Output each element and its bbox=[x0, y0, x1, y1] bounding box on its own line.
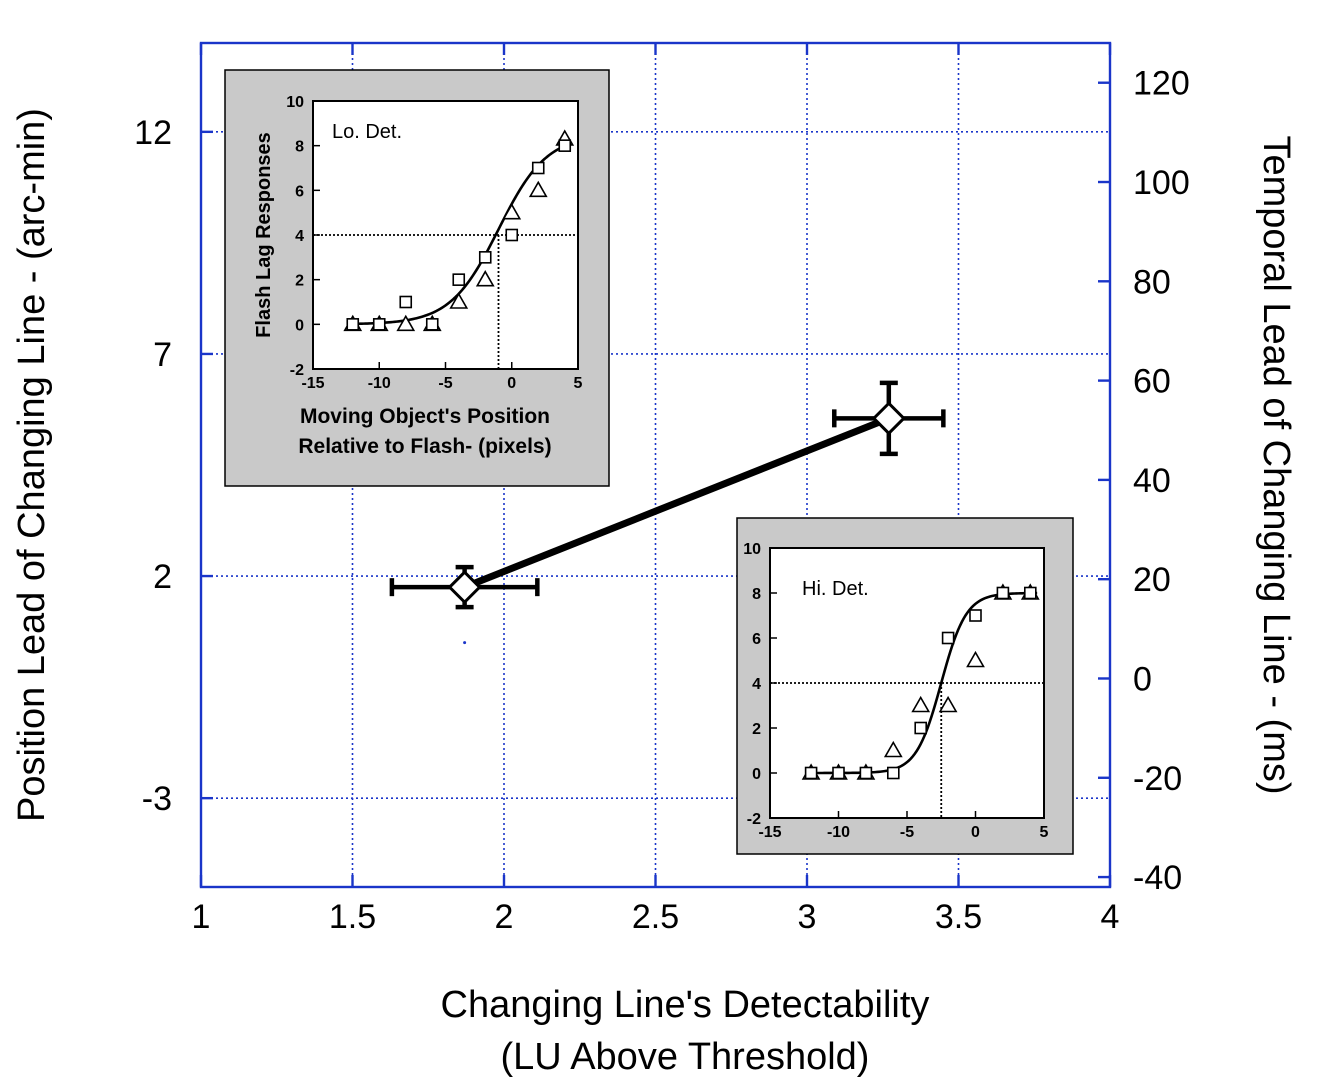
square-marker bbox=[969, 609, 982, 622]
triangle-marker bbox=[449, 292, 469, 309]
inset-x-tick-label: 5 bbox=[1040, 824, 1049, 841]
triangle-marker bbox=[966, 650, 985, 668]
axis-ticks bbox=[199, 43, 1112, 887]
inset-hi-det: -15 -10 -5 0 5 10 8 6 4 2 0 -2 Hi. Det. bbox=[736, 517, 1074, 855]
x-axis-title-line-2: (LU Above Threshold) bbox=[501, 1036, 870, 1078]
square-marker bbox=[531, 161, 545, 175]
inset-y-tick-label: 8 bbox=[295, 139, 304, 156]
triangle-marker bbox=[911, 695, 931, 713]
inset-x-tick-label: -15 bbox=[301, 375, 324, 392]
triangle-marker bbox=[883, 740, 903, 758]
inset-y-tick-label: 2 bbox=[752, 721, 761, 738]
inset-x-tick-label: 0 bbox=[971, 824, 980, 841]
inset-x-tick-label: 5 bbox=[574, 375, 583, 392]
x-tick-label: 3.5 bbox=[935, 898, 982, 936]
square-marker bbox=[399, 295, 413, 309]
y2-tick-label: 120 bbox=[1133, 65, 1190, 103]
inset-x-tick-label: -10 bbox=[827, 824, 850, 841]
square-marker bbox=[505, 228, 519, 242]
triangle-marker bbox=[938, 695, 958, 713]
triangle-marker bbox=[396, 314, 416, 332]
square-marker bbox=[346, 318, 360, 331]
y2-tick-label: 80 bbox=[1133, 263, 1171, 301]
inset-x-axis-title-line: Moving Object's Position bbox=[300, 405, 550, 428]
inset-y-tick-label: 10 bbox=[286, 94, 304, 111]
x-tick-label: 1.5 bbox=[329, 898, 376, 936]
square-marker bbox=[452, 273, 466, 286]
y2-tick-label: 20 bbox=[1133, 561, 1171, 599]
y2-tick-label: 40 bbox=[1133, 462, 1171, 500]
connecting-line bbox=[463, 415, 891, 591]
inset-x-tick-label: -5 bbox=[900, 824, 914, 841]
square-marker bbox=[372, 318, 386, 331]
x-axis-title-line-1: Changing Line's Detectability bbox=[441, 984, 930, 1026]
main-series bbox=[389, 380, 946, 645]
y2-axis-title: Temporal Lead of Changing Line - (ms) bbox=[1255, 135, 1297, 794]
inset-y-tick-label: 10 bbox=[743, 541, 761, 558]
square-marker bbox=[859, 766, 873, 780]
y2-tick-label: 60 bbox=[1133, 363, 1171, 401]
inset-x-tick-label: 0 bbox=[507, 375, 516, 392]
square-marker bbox=[1024, 586, 1037, 600]
inset-y-tick-label: 6 bbox=[295, 183, 304, 200]
triangle-marker bbox=[528, 180, 548, 198]
y2-tick-label: -40 bbox=[1133, 859, 1182, 897]
y2-tick-label: 0 bbox=[1133, 660, 1152, 698]
inset-y-tick-label: -2 bbox=[290, 362, 304, 379]
x-tick-label: 2.5 bbox=[632, 898, 679, 936]
inset-y-tick-label: 2 bbox=[295, 273, 304, 290]
inset-annotation: Hi. Det. bbox=[802, 578, 869, 600]
square-marker bbox=[425, 318, 439, 331]
y-tick-label: 7 bbox=[153, 336, 172, 374]
y2-tick-label: -20 bbox=[1133, 760, 1182, 798]
data-point-diamond bbox=[447, 570, 482, 605]
data-point-diamond bbox=[871, 401, 906, 436]
inset-x-tick-label: -15 bbox=[758, 824, 781, 841]
square-marker bbox=[558, 139, 572, 152]
inset-y-tick-label: -2 bbox=[747, 811, 761, 828]
stray-dot bbox=[463, 641, 467, 645]
square-marker bbox=[804, 766, 818, 780]
y2-tick-label: 100 bbox=[1133, 164, 1190, 202]
inset-y-tick-label: 8 bbox=[752, 586, 761, 603]
inset-y-tick-label: 0 bbox=[752, 766, 761, 783]
triangle-marker bbox=[502, 203, 522, 220]
inset-y-tick-label: 0 bbox=[295, 317, 304, 334]
square-marker bbox=[832, 766, 845, 780]
inset-annotation: Lo. Det. bbox=[332, 121, 402, 143]
x-tick-label: 3 bbox=[798, 898, 817, 936]
inset-y-axis-title: Flash Lag Responses bbox=[253, 132, 275, 338]
inset-y-tick-label: 6 bbox=[752, 631, 761, 648]
square-marker bbox=[914, 721, 928, 735]
square-marker bbox=[478, 251, 492, 264]
x-tick-label: 1 bbox=[192, 898, 211, 936]
inset-x-axis-title-line: Relative to Flash- (pixels) bbox=[298, 435, 551, 458]
square-marker bbox=[886, 766, 900, 780]
y-tick-label: 2 bbox=[153, 558, 172, 596]
y-axis-title: Position Lead of Changing Line - (arc-mi… bbox=[11, 108, 53, 822]
x-tick-label: 4 bbox=[1101, 898, 1120, 936]
triangle-marker bbox=[475, 270, 495, 287]
inset-y-tick-label: 4 bbox=[295, 228, 304, 245]
inset-x-tick-label: -5 bbox=[438, 375, 452, 392]
inset-y-tick-label: 4 bbox=[752, 676, 761, 693]
square-marker bbox=[941, 631, 955, 645]
x-tick-label: 2 bbox=[495, 898, 514, 936]
y-tick-label: 12 bbox=[134, 114, 172, 152]
inset-lo-det: -15 -10 -5 0 5 10 8 6 4 2 0 -2 Lo. Det. Flash Lag Res… bbox=[224, 69, 610, 487]
y-tick-label: -3 bbox=[142, 780, 172, 818]
inset-x-tick-label: -10 bbox=[368, 375, 391, 392]
square-marker bbox=[996, 586, 1010, 600]
